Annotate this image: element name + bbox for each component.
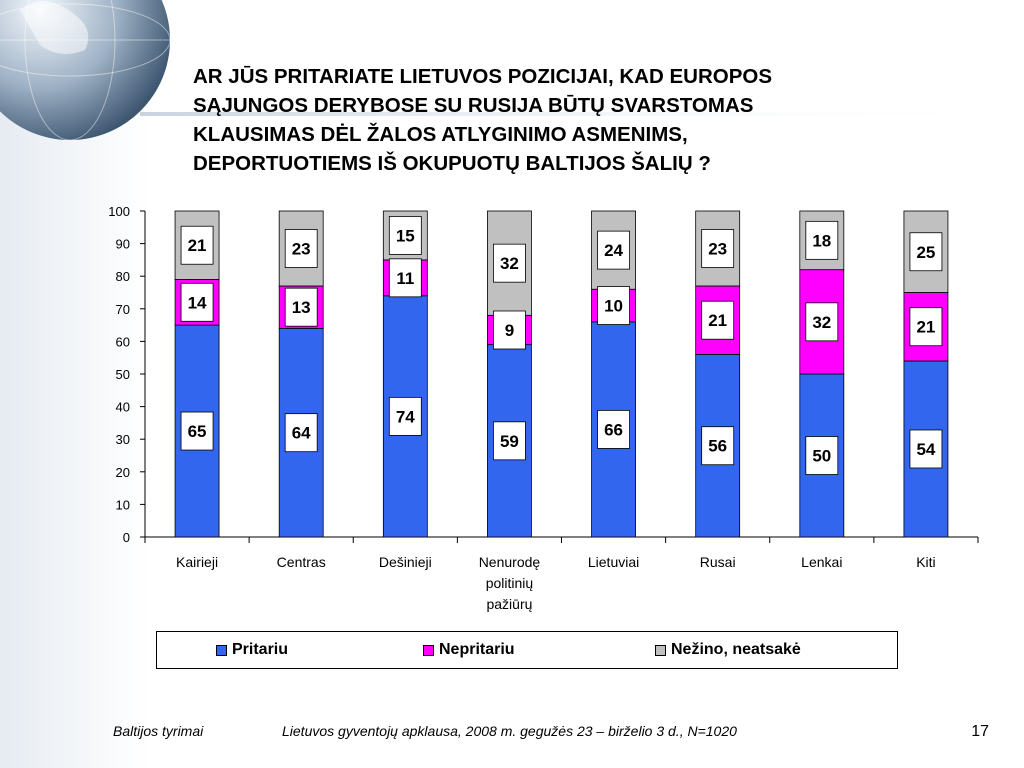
y-tick-label: 60 bbox=[116, 334, 130, 349]
legend-item-pritariu: Pritariu bbox=[216, 641, 288, 659]
data-label-box bbox=[284, 229, 318, 268]
data-label-box bbox=[388, 216, 422, 255]
y-tick-label: 20 bbox=[116, 465, 130, 480]
x-tick-label: pažiūrų bbox=[486, 596, 532, 612]
data-label-box bbox=[909, 307, 943, 347]
data-label: 9 bbox=[505, 321, 514, 340]
data-label-box bbox=[284, 413, 318, 453]
data-label: 23 bbox=[292, 239, 311, 258]
data-label-box bbox=[701, 426, 735, 466]
data-label: 54 bbox=[916, 440, 935, 459]
legend-item-nezino: Nežino, neatsakė bbox=[655, 641, 801, 659]
data-label-box bbox=[597, 410, 630, 449]
data-label-box bbox=[493, 243, 526, 283]
legend-swatch-nepritariu bbox=[423, 644, 434, 656]
chart-axes: 0 10 20 30 40 50 60 70 80 90 100 bbox=[108, 204, 979, 545]
x-tick-label: politinių bbox=[486, 575, 534, 591]
x-tick-label: Kiti bbox=[916, 554, 935, 570]
x-tick-label: Lenkai bbox=[801, 554, 842, 570]
y-tick-label: 10 bbox=[116, 497, 130, 512]
data-label: 11 bbox=[396, 269, 414, 288]
data-label: 65 bbox=[188, 422, 207, 441]
data-label-box bbox=[180, 411, 214, 451]
legend-swatch-nezino bbox=[655, 644, 666, 656]
data-label-box bbox=[284, 287, 318, 327]
data-label-box bbox=[805, 220, 839, 260]
data-label: 24 bbox=[604, 241, 623, 260]
y-tick-label: 90 bbox=[116, 237, 130, 252]
data-label: 10 bbox=[604, 297, 623, 316]
data-label: 15 bbox=[396, 226, 415, 245]
legend-label-nepritariu: Nepritariu bbox=[439, 641, 515, 658]
data-label: 18 bbox=[812, 231, 831, 250]
data-label: 50 bbox=[812, 447, 831, 466]
y-tick-label: 70 bbox=[116, 302, 130, 317]
x-tick-label: Kairieji bbox=[176, 554, 218, 570]
chart-x-labels: Kairieji Centras Dešinieji Nenurodę politini… bbox=[176, 554, 936, 612]
y-tick-label: 80 bbox=[116, 269, 130, 284]
data-label: 59 bbox=[500, 432, 519, 451]
data-label: 13 bbox=[292, 298, 311, 317]
x-tick-label: Nenurodę bbox=[479, 554, 541, 570]
data-label-box bbox=[597, 230, 630, 270]
stacked-bar-chart: 0 10 20 30 40 50 60 70 80 90 100 65 14 21 64 13 23 74 11 1… bbox=[108, 204, 979, 612]
legend-swatch-pritariu bbox=[216, 644, 227, 656]
data-label: 66 bbox=[604, 420, 623, 439]
page-number: 17 bbox=[971, 723, 989, 740]
x-tick-label: Dešinieji bbox=[379, 554, 432, 570]
chart-data-labels: 65 14 21 64 13 23 74 11 15 59 9 32 66 10 24 56 21 23 50 32 1… bbox=[180, 216, 943, 475]
data-label-box bbox=[805, 302, 839, 342]
data-label: 14 bbox=[188, 293, 207, 312]
x-tick-label: Lietuviai bbox=[588, 554, 639, 570]
y-tick-label: 0 bbox=[123, 530, 130, 545]
legend-label-pritariu: Pritariu bbox=[232, 641, 289, 658]
data-label: 21 bbox=[916, 318, 935, 337]
footer-survey: Lietuvos gyventojų apklausa, 2008 m. geg… bbox=[282, 723, 737, 739]
data-label-box bbox=[701, 300, 735, 340]
data-label: 23 bbox=[708, 239, 727, 258]
data-label-box bbox=[493, 421, 526, 461]
x-tick-label: Rusai bbox=[700, 554, 736, 570]
data-label-box bbox=[701, 229, 735, 268]
data-label: 25 bbox=[916, 243, 935, 262]
y-tick-label: 30 bbox=[116, 432, 130, 447]
data-label-box bbox=[493, 310, 526, 350]
footer-source: Baltijos tyrimai bbox=[113, 723, 204, 739]
x-tick-label: Centras bbox=[277, 554, 326, 570]
chart-title: AR JŪS PRITARIATE LIETUVOS POZICIJAI, KA… bbox=[193, 65, 772, 175]
legend-item-nepritariu: Nepritariu bbox=[423, 641, 515, 659]
data-label: 32 bbox=[500, 254, 519, 273]
data-label: 74 bbox=[396, 407, 415, 426]
data-label-box bbox=[597, 286, 630, 325]
y-tick-label: 50 bbox=[116, 367, 130, 382]
legend-label-nezino: Nežino, neatsakė bbox=[671, 641, 801, 658]
data-label-box bbox=[909, 232, 943, 272]
data-label-box bbox=[180, 282, 214, 322]
data-label-box bbox=[909, 429, 943, 469]
chart-legend: Pritariu Nepritariu Nežino, neatsakė bbox=[156, 631, 898, 669]
data-label: 56 bbox=[708, 437, 727, 456]
y-tick-label: 40 bbox=[116, 400, 130, 415]
data-label-box bbox=[180, 225, 214, 265]
data-label: 64 bbox=[292, 424, 311, 443]
data-label-box bbox=[388, 396, 422, 436]
data-label-box bbox=[805, 436, 839, 475]
data-label: 21 bbox=[708, 311, 727, 330]
data-label: 21 bbox=[188, 236, 207, 255]
y-tick-label: 100 bbox=[108, 204, 130, 219]
data-label-box bbox=[388, 258, 422, 298]
data-label: 32 bbox=[812, 313, 831, 332]
